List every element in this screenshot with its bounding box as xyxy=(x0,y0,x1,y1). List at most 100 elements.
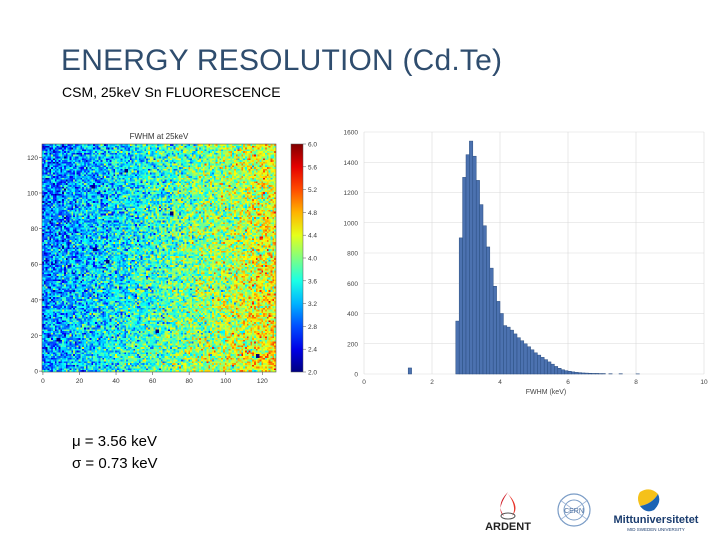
hist-y-tick-label: 200 xyxy=(347,341,358,348)
hist-y-tick-label: 800 xyxy=(347,251,358,258)
hist-bar xyxy=(588,372,593,375)
hist-bar xyxy=(537,354,542,375)
heatmap-pixel-grid xyxy=(42,144,276,372)
hist-bar xyxy=(523,343,528,375)
hist-x-axis-label: FWHM (keV) xyxy=(526,389,566,396)
heatmap-y-tick-label: 60 xyxy=(31,262,39,269)
cern-logo-text: CERN xyxy=(564,508,584,515)
heatmap-y-tick-label: 120 xyxy=(27,155,38,162)
hist-bar xyxy=(469,140,474,375)
hist-bar xyxy=(557,368,562,375)
stat-mean: μ = 3.56 keV xyxy=(72,433,157,450)
hist-bar xyxy=(540,357,545,375)
heatmap-x-tick-label: 120 xyxy=(257,378,268,385)
slide-title: ENERGY RESOLUTION (Cd.Te) xyxy=(61,44,503,77)
hist-bar xyxy=(472,155,477,375)
hist-bar xyxy=(482,225,487,375)
hist-bar xyxy=(465,154,470,375)
hist-x-tick-label: 10 xyxy=(700,379,708,386)
hist-bar xyxy=(458,237,463,375)
hist-bar xyxy=(496,301,501,375)
colorbar-tick-label: 3.2 xyxy=(308,301,317,308)
hist-bar xyxy=(581,372,586,375)
heatmap-frame xyxy=(41,143,277,373)
hist-bar xyxy=(499,313,504,375)
hist-bar xyxy=(530,349,535,375)
miun-logo: Mittuniversitetet MID SWEDEN UNIVERSITY xyxy=(614,489,699,532)
fwhm-heatmap-chart: FWHM at 25keV 0 20 40 60 80 100 120 0 20 40 60 80 100… xyxy=(27,132,317,385)
cern-logo: CERN xyxy=(557,493,591,527)
hist-bar xyxy=(479,204,484,375)
colorbar-tick-label: 3.6 xyxy=(308,278,317,285)
hist-bar xyxy=(571,371,576,375)
fwhm-histogram-chart: 0 200 400 600 800 1000 1200 1400 1600 0 2 4 6 8 10 FWHM… xyxy=(344,130,708,397)
heatmap-x-tick-label: 20 xyxy=(76,378,84,385)
hist-x-tick-label: 0 xyxy=(362,379,366,386)
hist-y-tick-label: 400 xyxy=(347,311,358,318)
miun-logo-text: Mittuniversitetet xyxy=(614,514,699,526)
hist-bar xyxy=(577,372,582,375)
heatmap-title: FWHM at 25keV xyxy=(130,132,189,141)
heatmap-y-tick-label: 40 xyxy=(31,297,39,304)
heatmap-y-tick-label: 0 xyxy=(34,369,38,376)
hist-x-tick-label: 4 xyxy=(498,379,502,386)
hist-bar xyxy=(506,326,511,375)
hist-bar xyxy=(489,267,494,375)
colorbar-tick-label: 2.8 xyxy=(308,324,317,331)
hist-bar xyxy=(543,359,548,375)
hist-y-tick-label: 1400 xyxy=(344,160,359,167)
hist-bar xyxy=(520,340,525,375)
hist-y-tick-label: 1000 xyxy=(344,220,359,227)
hist-bar xyxy=(550,363,555,375)
stat-sigma: σ = 0.73 keV xyxy=(72,455,158,472)
hist-bar xyxy=(564,370,569,375)
heatmap-x-tick-label: 100 xyxy=(220,378,231,385)
heatmap-x-tick-label: 40 xyxy=(112,378,120,385)
colorbar-tick-label: 5.2 xyxy=(308,187,317,194)
colorbar-tick-label: 4.0 xyxy=(308,256,317,263)
colorbar-tick-label: 5.6 xyxy=(308,164,317,171)
hist-bar xyxy=(503,325,508,375)
colorbar-tick-label: 2.0 xyxy=(308,370,317,377)
hist-bar xyxy=(584,372,589,375)
hist-bar xyxy=(591,373,596,375)
heatmap-y-tick-label: 100 xyxy=(27,190,38,197)
hist-bar xyxy=(554,366,559,375)
hist-x-tick-label: 2 xyxy=(430,379,434,386)
hist-y-tick-label: 1600 xyxy=(344,130,359,137)
hist-bar xyxy=(547,361,552,375)
ardent-logo-text: ARDENT xyxy=(485,521,531,533)
logo-strip: ARDENT CERN Mittuniversitetet MID SWEDEN… xyxy=(478,488,708,534)
hist-bar xyxy=(486,246,491,375)
hist-bar xyxy=(594,373,599,375)
hist-bar xyxy=(492,286,497,375)
hist-bar xyxy=(462,177,467,375)
hist-bar xyxy=(567,371,572,375)
colorbar-tick-label: 4.4 xyxy=(308,233,317,240)
hist-y-tick-label: 600 xyxy=(347,281,358,288)
heatmap-x-tick-label: 60 xyxy=(149,378,157,385)
hist-bar xyxy=(475,180,480,375)
hist-bar xyxy=(513,333,518,375)
hist-bar xyxy=(526,346,531,375)
colorbar-tick-label: 2.4 xyxy=(308,347,317,354)
colorbar-tick-label: 6.0 xyxy=(308,142,317,149)
hist-y-tick-label: 1200 xyxy=(344,190,359,197)
hist-bar xyxy=(533,352,538,375)
hist-bar xyxy=(516,337,521,375)
hist-bar xyxy=(407,367,412,375)
hist-bar xyxy=(509,329,514,375)
heatmap-y-tick-label: 80 xyxy=(31,226,39,233)
heatmap-x-tick-label: 0 xyxy=(41,378,45,385)
hist-x-tick-label: 6 xyxy=(566,379,570,386)
hist-bar xyxy=(560,369,565,375)
colorbar-tick-label: 4.8 xyxy=(308,210,317,217)
hist-x-tick-label: 8 xyxy=(634,379,638,386)
hist-y-tick-label: 0 xyxy=(354,372,358,379)
heatmap-y-tick-label: 20 xyxy=(31,333,39,340)
hist-bar xyxy=(574,372,579,375)
slide-subtitle: CSM, 25keV Sn FLUORESCENCE xyxy=(62,84,281,100)
heatmap-x-tick-label: 80 xyxy=(186,378,194,385)
heatmap-colorbar xyxy=(290,143,304,373)
hist-bar xyxy=(455,320,460,375)
